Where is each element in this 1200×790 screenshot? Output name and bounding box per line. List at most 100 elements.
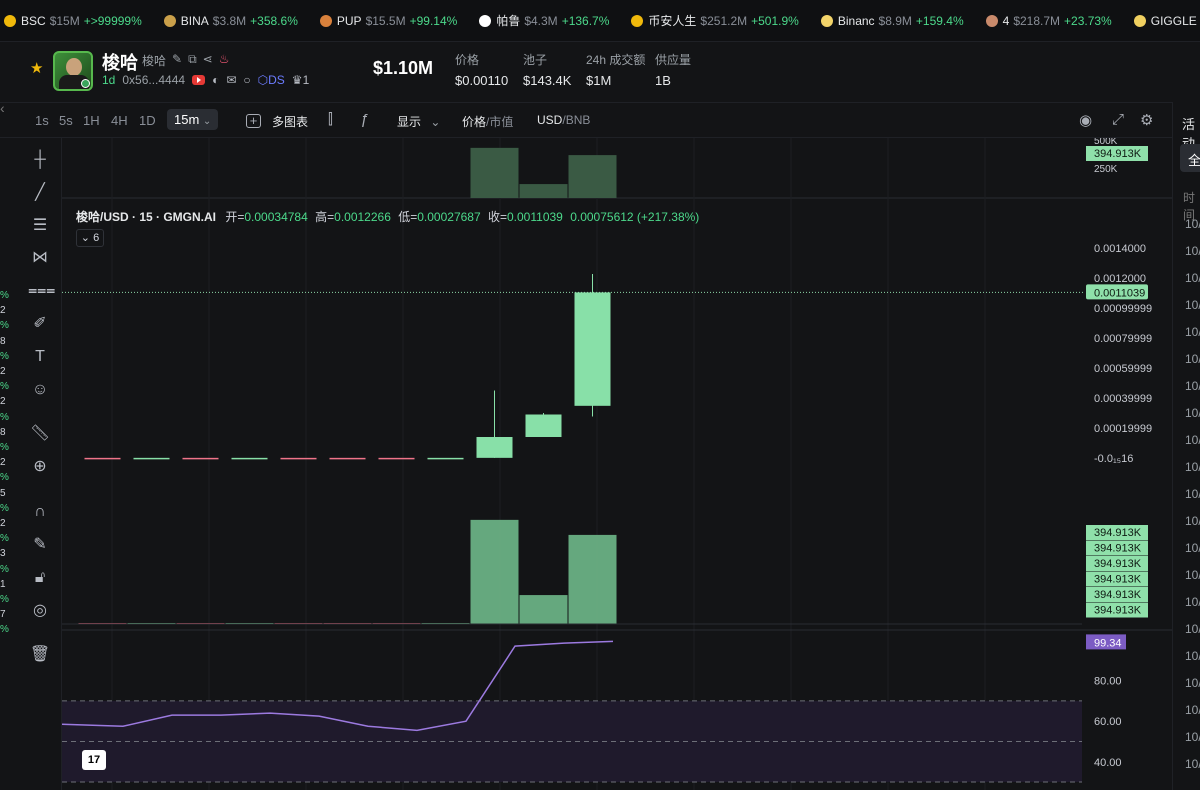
price-mcap-toggle[interactable]: 价格/市值 bbox=[462, 115, 514, 129]
emoji-icon[interactable]: ☺ bbox=[31, 381, 49, 398]
ticker-item[interactable]: 4 $218.7M +23.73% bbox=[985, 13, 1112, 28]
youtube-icon[interactable] bbox=[192, 75, 206, 85]
ticker-item[interactable]: 币安人生 $251.2M +501.9% bbox=[631, 12, 799, 29]
eye-icon[interactable]: ◎ bbox=[33, 602, 47, 619]
horizontal-lines-icon[interactable]: ☰ bbox=[32, 217, 48, 234]
ticker-name: PUP bbox=[336, 13, 362, 28]
ticker-item[interactable]: Binanc $8.9M +159.4% bbox=[820, 14, 964, 28]
ticker-item[interactable]: GIGGLE$121 bbox=[1133, 14, 1200, 28]
activity-row-time[interactable]: 10/ bbox=[1185, 460, 1200, 474]
activity-row-time[interactable]: 10/ bbox=[1185, 514, 1200, 528]
brush-icon[interactable]: ✐ bbox=[33, 315, 47, 332]
volume-top-label: 394.913K bbox=[1094, 148, 1142, 160]
zoom-icon[interactable]: ⊕ bbox=[33, 458, 47, 475]
activity-row-time[interactable]: 10/ bbox=[1185, 568, 1200, 582]
activity-row-time[interactable]: 10/ bbox=[1185, 703, 1200, 717]
add-chart-icon[interactable]: + bbox=[246, 114, 261, 128]
filter-all-button[interactable]: 全 bbox=[1180, 144, 1200, 172]
trend-line-icon[interactable]: ╱ bbox=[35, 184, 45, 201]
fullscreen-icon[interactable]: ⤢ bbox=[1112, 111, 1125, 128]
display-dropdown[interactable]: 显示 ⌄ bbox=[397, 115, 441, 129]
price-tick-label: 0.00079999 bbox=[1094, 333, 1152, 345]
activity-row-time[interactable]: 10/ bbox=[1185, 730, 1200, 744]
ticker-item[interactable]: BSC $15M +>99999% bbox=[4, 14, 142, 28]
activity-row-time[interactable]: 10/ bbox=[1185, 271, 1200, 285]
activity-row-time[interactable]: 10/ bbox=[1185, 595, 1200, 609]
volume-tag bbox=[1086, 571, 1148, 587]
tf-1h[interactable]: 1H bbox=[83, 113, 100, 128]
dexscreener-link[interactable]: ⬡DS bbox=[257, 73, 285, 87]
trash-icon[interactable]: 🗑︎ bbox=[29, 646, 51, 663]
ticker-item[interactable]: 帕鲁 $4.3M +136.7% bbox=[479, 12, 609, 29]
edit-icon[interactable]: ✎ bbox=[172, 52, 183, 66]
volume-tag bbox=[1086, 540, 1148, 556]
strip-value: 1 bbox=[0, 578, 6, 590]
magnet-icon[interactable]: ∩ bbox=[34, 503, 46, 520]
token-subname: 梭哈 bbox=[142, 54, 167, 68]
share-icon[interactable]: ⋖ bbox=[202, 52, 213, 66]
strip-value: % bbox=[0, 411, 9, 423]
stat-pool: 池子 $143.4K bbox=[523, 53, 572, 88]
lock-icon[interactable]: 🔓︎ bbox=[34, 569, 46, 586]
strip-value: 7 bbox=[0, 609, 6, 621]
activity-row-time[interactable]: 10/ bbox=[1185, 676, 1200, 690]
price-chart[interactable]: 0.0014000 0.0012000 0.00099999 0.00079999 0.… bbox=[62, 138, 1172, 790]
strip-value: 2 bbox=[0, 396, 6, 408]
collapse-left-icon[interactable]: ‹ bbox=[0, 100, 5, 116]
rsi-tick-label: 80.00 bbox=[1094, 676, 1122, 688]
strip-value: 2 bbox=[0, 518, 6, 530]
activity-row-time[interactable]: 10/ bbox=[1185, 244, 1200, 258]
activity-row-time[interactable]: 10/ bbox=[1185, 298, 1200, 312]
volume-tag bbox=[1086, 602, 1148, 618]
ticker-change: +23.73% bbox=[1064, 13, 1112, 28]
strip-value: % bbox=[0, 320, 9, 332]
tf-15m[interactable]: 15m ⌄ bbox=[167, 109, 219, 130]
volume-top-tag bbox=[1086, 146, 1148, 161]
camera-icon[interactable]: ◉ bbox=[1079, 112, 1093, 129]
activity-row-time[interactable]: 10/ bbox=[1185, 217, 1200, 231]
candle-type-icon[interactable]: ⫿ bbox=[328, 111, 333, 128]
ticker-item[interactable]: PUP $15.5M +99.14% bbox=[319, 13, 457, 28]
candle bbox=[182, 457, 219, 460]
activity-row-time[interactable]: 10/ bbox=[1185, 433, 1200, 447]
settings-gear-icon[interactable]: ⚙ bbox=[1140, 112, 1154, 129]
tf-1s[interactable]: 1s bbox=[35, 113, 49, 128]
tradingview-logo[interactable]: 17 bbox=[82, 750, 106, 770]
fib-icon[interactable]: ⩶ bbox=[28, 282, 56, 299]
indicators-icon[interactable]: ƒ bbox=[360, 111, 369, 128]
tf-1d[interactable]: 1D bbox=[139, 113, 156, 128]
copy-icon[interactable]: ⧉ bbox=[188, 52, 197, 66]
activity-row-time[interactable]: 10/ bbox=[1185, 622, 1200, 636]
text-tool-icon[interactable]: T bbox=[35, 348, 45, 365]
binance-life-icon bbox=[631, 14, 644, 27]
pattern-icon[interactable]: ⋈ bbox=[32, 249, 48, 266]
strip-value: 5 bbox=[0, 487, 6, 499]
holders-icon[interactable]: ♛1 bbox=[291, 73, 310, 87]
activity-row-time[interactable]: 10/ bbox=[1185, 649, 1200, 663]
activity-row-time[interactable]: 10/ bbox=[1185, 325, 1200, 339]
multi-chart-button[interactable]: 多图表 bbox=[272, 115, 309, 129]
search-icon[interactable]: ○ bbox=[243, 73, 251, 87]
tf-4h[interactable]: 4H bbox=[111, 113, 128, 128]
activity-row-time[interactable]: 10/ bbox=[1185, 487, 1200, 501]
lock-drawing-icon[interactable]: ✎ bbox=[33, 536, 47, 553]
activity-row-time[interactable]: 10/ bbox=[1185, 379, 1200, 393]
currency-toggle[interactable]: USD/BNB bbox=[537, 113, 591, 127]
chart-link-icon[interactable]: ◐ bbox=[212, 73, 220, 87]
indicators-toggle[interactable]: ⌄ 6 bbox=[76, 229, 104, 247]
activity-row-time[interactable]: 10/ bbox=[1185, 757, 1200, 771]
activity-row-time[interactable]: 10/ bbox=[1185, 352, 1200, 366]
ruler-icon[interactable]: 📏︎ bbox=[29, 425, 51, 442]
ticker-cap: $218.7M bbox=[1013, 13, 1061, 28]
contract-address[interactable]: 0x56...4444 bbox=[122, 73, 186, 87]
favorite-star-icon[interactable]: ★ bbox=[30, 60, 44, 77]
crosshair-icon[interactable]: ┼ bbox=[34, 151, 46, 168]
tweet-icon[interactable]: ✉ bbox=[226, 73, 237, 87]
symbol-label: 梭哈/USD · 15 · GMGN.AI bbox=[76, 210, 217, 224]
fire-icon[interactable]: ♨ bbox=[218, 52, 230, 66]
tf-5s[interactable]: 5s bbox=[59, 113, 73, 128]
ticker-item[interactable]: BINA $3.8M +358.6% bbox=[163, 14, 298, 28]
activity-row-time[interactable]: 10/ bbox=[1185, 406, 1200, 420]
volume-tick-label: 500K bbox=[1094, 138, 1118, 147]
activity-row-time[interactable]: 10/ bbox=[1185, 541, 1200, 555]
